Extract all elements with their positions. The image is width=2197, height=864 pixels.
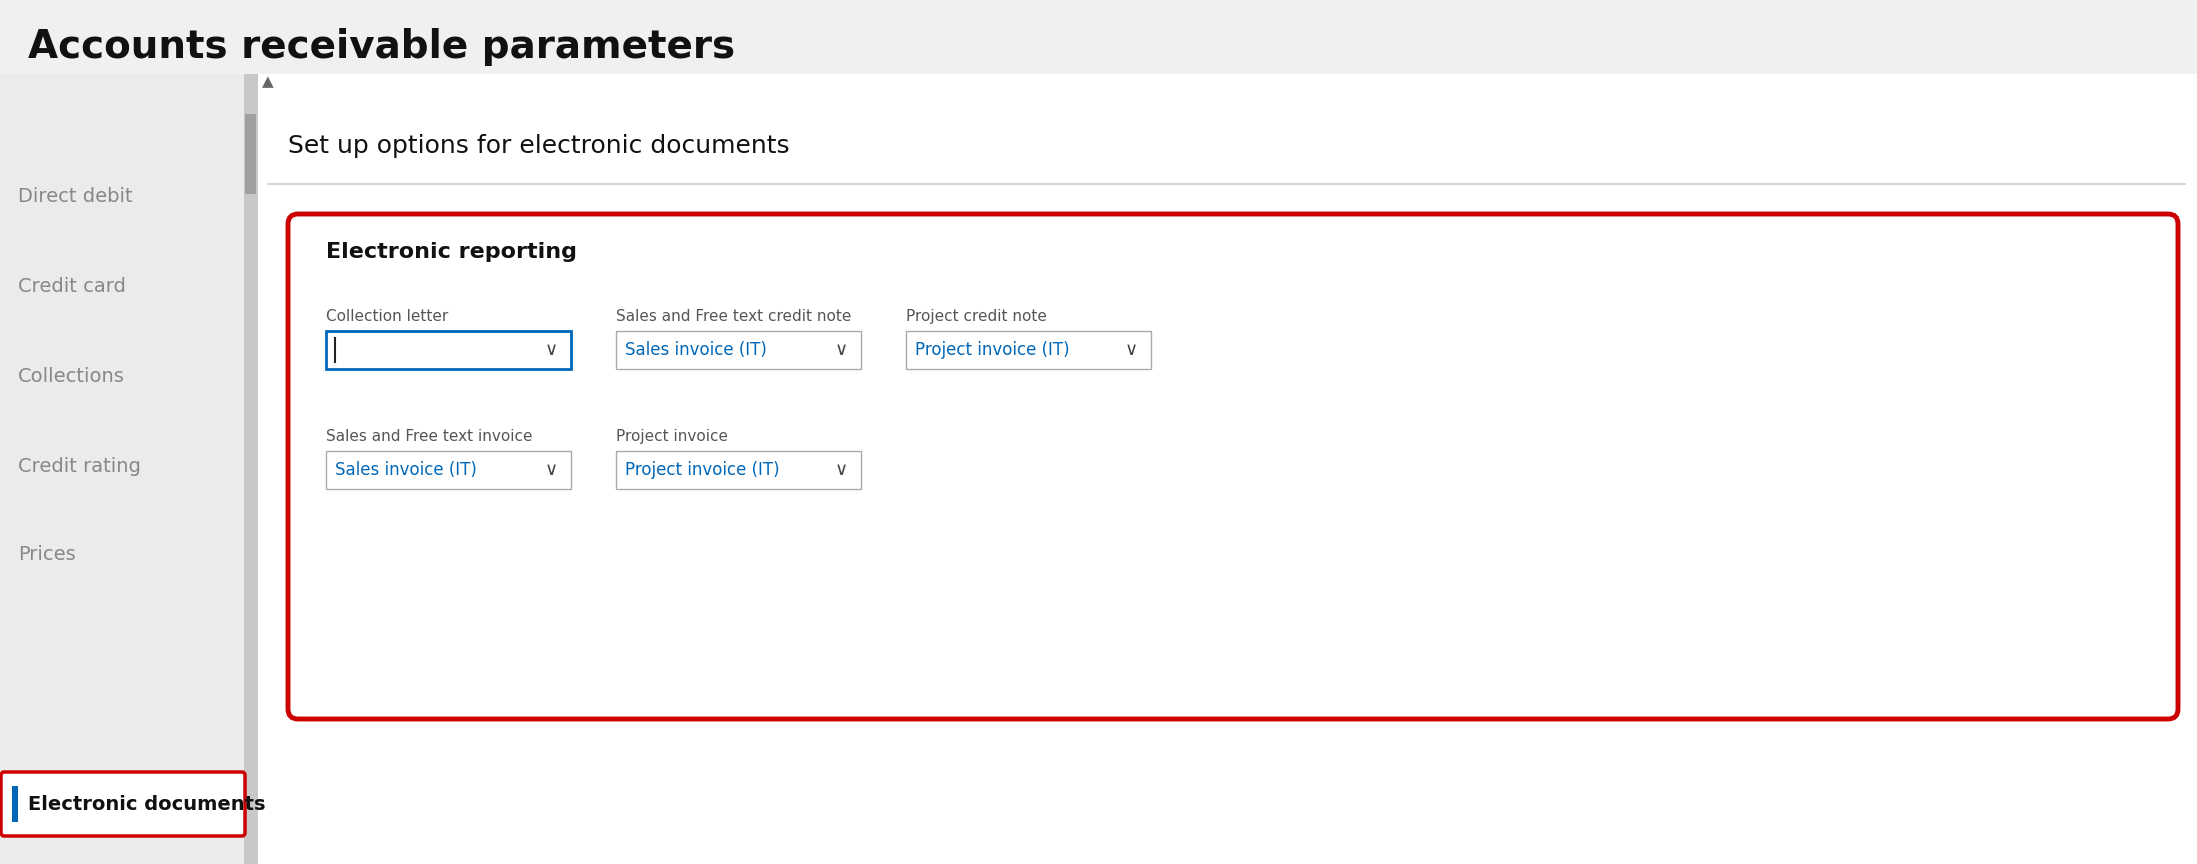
Text: Collection letter: Collection letter [325, 309, 448, 324]
Text: Sales and Free text invoice: Sales and Free text invoice [325, 429, 532, 444]
Text: Project invoice: Project invoice [615, 429, 727, 444]
Text: Accounts receivable parameters: Accounts receivable parameters [29, 28, 736, 66]
FancyBboxPatch shape [257, 74, 2197, 864]
Text: ∨: ∨ [545, 341, 558, 359]
FancyBboxPatch shape [244, 74, 257, 864]
FancyBboxPatch shape [905, 331, 1151, 369]
FancyBboxPatch shape [11, 786, 18, 822]
FancyBboxPatch shape [288, 214, 2177, 719]
Text: Sales invoice (IT): Sales invoice (IT) [624, 341, 767, 359]
Text: Credit rating: Credit rating [18, 456, 141, 475]
Text: Sales invoice (IT): Sales invoice (IT) [334, 461, 477, 479]
Text: Project invoice (IT): Project invoice (IT) [914, 341, 1070, 359]
FancyBboxPatch shape [615, 331, 861, 369]
Text: Credit card: Credit card [18, 276, 125, 295]
Text: Project credit note: Project credit note [905, 309, 1048, 324]
Text: ∨: ∨ [835, 461, 848, 479]
Text: ∨: ∨ [835, 341, 848, 359]
Text: ∨: ∨ [545, 461, 558, 479]
FancyBboxPatch shape [246, 114, 257, 194]
Text: Electronic reporting: Electronic reporting [325, 242, 578, 262]
Text: Prices: Prices [18, 544, 75, 563]
Text: ▲: ▲ [261, 74, 275, 89]
Text: Set up options for electronic documents: Set up options for electronic documents [288, 134, 789, 158]
Text: Project invoice (IT): Project invoice (IT) [624, 461, 780, 479]
Text: Sales and Free text credit note: Sales and Free text credit note [615, 309, 852, 324]
FancyBboxPatch shape [325, 451, 571, 489]
FancyBboxPatch shape [0, 74, 257, 864]
Text: ∨: ∨ [1125, 341, 1138, 359]
Text: Collections: Collections [18, 366, 125, 385]
FancyBboxPatch shape [615, 451, 861, 489]
FancyBboxPatch shape [0, 0, 2197, 74]
Text: Electronic documents: Electronic documents [29, 795, 266, 814]
Text: Direct debit: Direct debit [18, 187, 132, 206]
FancyBboxPatch shape [325, 331, 571, 369]
FancyBboxPatch shape [0, 772, 246, 836]
